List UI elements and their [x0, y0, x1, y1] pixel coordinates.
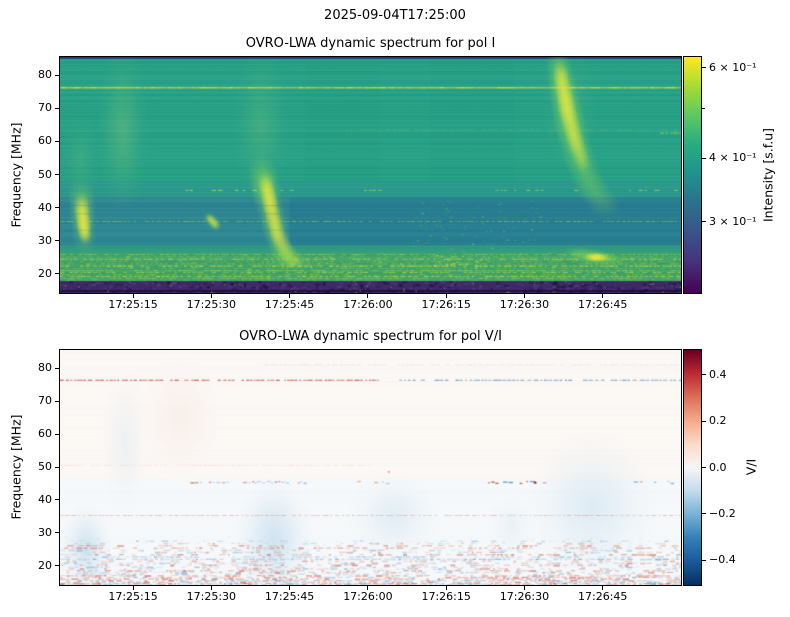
- y-tick-mark: [55, 466, 59, 468]
- x-tick-label: 17:26:15: [421, 298, 471, 311]
- x-tick-label: 17:25:15: [108, 298, 158, 311]
- y-tick-label: 40: [38, 492, 52, 506]
- polVI-colorbar-canvas: [684, 350, 701, 585]
- colorbar-tick-mark: [702, 467, 706, 468]
- x-tick-mark: [445, 294, 447, 298]
- panel-polVI-title: OVRO-LWA dynamic spectrum for pol V/I: [239, 329, 502, 344]
- x-tick-mark: [210, 586, 212, 590]
- x-tick-label: 17:26:15: [421, 590, 471, 603]
- x-tick-label: 17:25:30: [186, 298, 237, 311]
- x-tick-mark: [602, 294, 604, 298]
- x-tick-mark: [602, 586, 604, 590]
- x-tick-mark: [289, 586, 291, 590]
- y-tick-mark: [55, 74, 59, 76]
- x-tick-mark: [367, 294, 369, 298]
- polI-colorbar-label: Intensity [s.f.u]: [760, 127, 776, 223]
- colorbar-tick-label: 0.4: [709, 367, 727, 381]
- colorbar-tick-mark: [702, 559, 706, 561]
- x-tick-mark: [523, 294, 525, 298]
- colorbar-tick-mark: [702, 67, 706, 69]
- y-tick-label: 50: [38, 167, 52, 181]
- y-tick-label: 30: [38, 233, 52, 247]
- colorbar-tick-label: 6 × 10⁻¹: [709, 60, 757, 74]
- x-tick-label: 17:25:15: [108, 590, 158, 603]
- y-tick-label: 30: [38, 525, 52, 539]
- y-tick-mark: [55, 433, 59, 435]
- x-tick-mark: [132, 586, 134, 590]
- y-tick-label: 80: [38, 361, 52, 375]
- y-tick-label: 60: [38, 134, 52, 148]
- x-tick-label: 17:26:00: [343, 590, 393, 603]
- colorbar-tick-mark: [702, 157, 706, 159]
- y-tick-mark: [55, 273, 59, 275]
- figure-suptitle: 2025-09-04T17:25:00: [324, 8, 466, 23]
- y-tick-label: 20: [38, 558, 52, 572]
- colorbar-tick-label: 0.2: [709, 414, 727, 428]
- x-tick-mark: [523, 586, 525, 590]
- colorbar-tick-label: 0.0: [709, 460, 727, 474]
- y-tick-mark: [55, 499, 59, 501]
- y-tick-mark: [55, 107, 59, 109]
- x-tick-mark: [289, 294, 291, 298]
- x-tick-label: 17:26:30: [499, 590, 550, 603]
- y-tick-label: 20: [38, 266, 52, 280]
- y-tick-label: 80: [38, 68, 52, 82]
- colorbar-tick-mark: [702, 374, 706, 376]
- x-tick-mark: [132, 294, 134, 298]
- colorbar-tick-label: 4 × 10⁻¹: [709, 151, 757, 165]
- y-tick-mark: [55, 532, 59, 534]
- x-tick-label: 17:26:00: [343, 298, 393, 311]
- y-tick-label: 40: [38, 200, 52, 214]
- y-tick-mark: [55, 565, 59, 567]
- y-tick-label: 70: [38, 101, 52, 115]
- y-tick-mark: [55, 207, 59, 209]
- x-tick-label: 17:25:30: [186, 590, 237, 603]
- y-tick-mark: [55, 400, 59, 402]
- x-tick-label: 17:26:45: [578, 298, 628, 311]
- colorbar-tick-label: 3 × 10⁻¹: [709, 214, 757, 228]
- x-tick-label: 17:25:45: [264, 298, 315, 311]
- polI-colorbar-canvas: [684, 57, 701, 293]
- colorbar-tick-label: −0.2: [709, 506, 736, 520]
- x-tick-mark: [210, 294, 212, 298]
- y-tick-label: 60: [38, 427, 52, 441]
- x-tick-label: 17:25:45: [264, 590, 315, 603]
- x-tick-mark: [445, 586, 447, 590]
- colorbar-minor-tick-mark: [702, 107, 705, 109]
- y-tick-mark: [55, 240, 59, 242]
- x-tick-label: 17:26:45: [578, 590, 628, 603]
- x-tick-label: 17:26:30: [499, 298, 550, 311]
- y-tick-mark: [55, 140, 59, 142]
- x-tick-mark: [367, 586, 369, 590]
- y-tick-mark: [55, 367, 59, 369]
- y-tick-mark: [55, 174, 59, 175]
- panel-polI-title: OVRO-LWA dynamic spectrum for pol I: [245, 36, 496, 51]
- y-tick-label: 70: [38, 394, 52, 408]
- colorbar-tick-mark: [702, 420, 706, 422]
- polVI-spectrogram-canvas: [60, 350, 681, 585]
- y-tick-label: 50: [38, 460, 52, 473]
- colorbar-tick-mark: [702, 221, 706, 223]
- polI-spectrogram-canvas: [60, 57, 681, 293]
- colorbar-tick-label: −0.4: [709, 553, 736, 567]
- colorbar-tick-mark: [702, 513, 706, 515]
